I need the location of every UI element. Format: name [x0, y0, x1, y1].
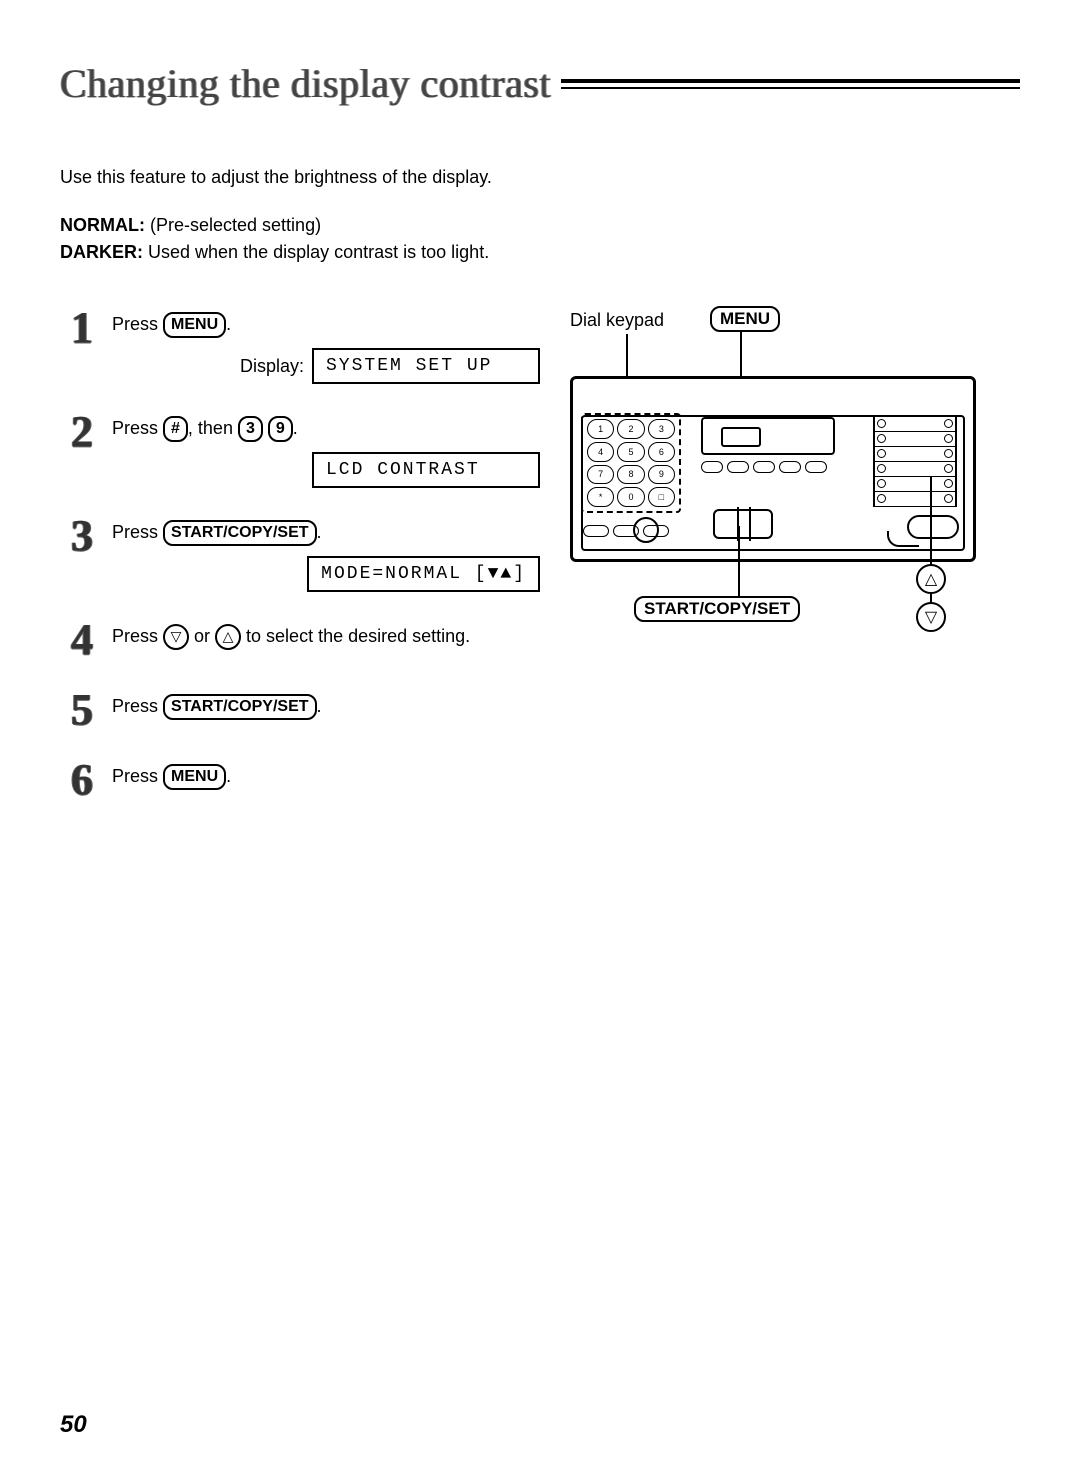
step-text: Press — [112, 314, 163, 334]
menu-key: MENU — [163, 764, 226, 790]
step-1: 1 Press MENU. Display: SYSTEM SET UP — [60, 306, 540, 384]
menu-key: MENU — [163, 312, 226, 338]
step-text: to select the desired setting. — [241, 626, 470, 646]
small-button — [583, 525, 609, 537]
keypad-key: □ — [648, 487, 675, 507]
step-2: 2 Press #, then 3 9. LCD CONTRAST — [60, 410, 540, 488]
key-3: 3 — [238, 416, 263, 442]
keypad-key: 6 — [648, 442, 675, 462]
title-text: Changing the display contrast — [60, 60, 551, 107]
page-number: 50 — [60, 1411, 87, 1439]
normal-label: NORMAL: — [60, 215, 145, 235]
settings-block: NORMAL: (Pre-selected setting) DARKER: U… — [60, 212, 1020, 266]
small-button — [753, 461, 775, 473]
keypad-key: 7 — [587, 465, 614, 485]
step-text: . — [317, 522, 322, 542]
leader-line — [626, 334, 628, 376]
keypad-key: * — [587, 487, 614, 507]
start-copy-set-key: START/COPY/SET — [163, 694, 317, 720]
step-text: Press — [112, 626, 163, 646]
up-arrow-callout: △ — [916, 564, 946, 594]
step-text: Press — [112, 418, 163, 438]
normal-text: (Pre-selected setting) — [150, 215, 321, 235]
lcd-readout: MODE=NORMAL [▼▲] — [307, 556, 540, 592]
display-label: Display: — [240, 356, 304, 377]
start-button-illustration — [713, 509, 773, 539]
leader-line — [738, 526, 740, 602]
keypad-key: 5 — [617, 442, 644, 462]
step-number: 3 — [60, 514, 104, 558]
fax-machine-illustration: 1 2 3 4 5 6 7 8 9 * 0 □ — [570, 376, 976, 562]
keypad-key: 9 — [648, 465, 675, 485]
keypad-key: 3 — [648, 419, 675, 439]
lcd-readout: SYSTEM SET UP — [312, 348, 540, 384]
device-diagram: Dial keypad MENU 1 2 3 4 5 6 7 8 9 — [560, 306, 1020, 646]
intro-text: Use this feature to adjust the brightnes… — [60, 167, 1020, 188]
keypad-key: 1 — [587, 419, 614, 439]
start-copy-set-key: START/COPY/SET — [163, 520, 317, 546]
start-copy-set-callout: START/COPY/SET — [634, 596, 800, 622]
menu-key-callout: MENU — [710, 306, 780, 332]
step-text: or — [189, 626, 215, 646]
handset-cord — [887, 531, 919, 547]
one-touch-panel — [873, 417, 957, 507]
step-text: . — [226, 766, 231, 786]
step-text: Press — [112, 766, 163, 786]
step-3: 3 Press START/COPY/SET. MODE=NORMAL [▼▲] — [60, 514, 540, 592]
up-arrow-icon: △ — [215, 624, 241, 650]
title-rule — [561, 79, 1020, 89]
darker-label: DARKER: — [60, 242, 143, 262]
step-number: 4 — [60, 618, 104, 662]
hash-key: # — [163, 416, 188, 442]
keypad-key: 0 — [617, 487, 644, 507]
dial-keypad-label: Dial keypad — [570, 310, 664, 331]
keypad-key: 8 — [617, 465, 644, 485]
step-number: 5 — [60, 688, 104, 732]
lcd-readout: LCD CONTRAST — [312, 452, 540, 488]
keypad-illustration: 1 2 3 4 5 6 7 8 9 * 0 □ — [581, 413, 681, 513]
step-text: Press — [112, 522, 163, 542]
page-title: Changing the display contrast — [60, 60, 1020, 107]
step-text: , then — [188, 418, 238, 438]
stop-button-illustration — [633, 517, 659, 543]
down-arrow-callout: ▽ — [916, 602, 946, 632]
key-9: 9 — [268, 416, 293, 442]
step-text: Press — [112, 696, 163, 716]
small-button — [805, 461, 827, 473]
step-number: 6 — [60, 758, 104, 802]
lcd-panel-illustration — [701, 417, 835, 455]
step-text: . — [226, 314, 231, 334]
step-6: 6 Press MENU. — [60, 758, 540, 802]
leader-line — [930, 476, 932, 616]
step-4: 4 Press ▽ or △ to select the desired set… — [60, 618, 540, 662]
step-text: . — [293, 418, 298, 438]
step-text: . — [317, 696, 322, 716]
keypad-key: 2 — [617, 419, 644, 439]
darker-text: Used when the display contrast is too li… — [148, 242, 489, 262]
step-5: 5 Press START/COPY/SET. — [60, 688, 540, 732]
step-number: 1 — [60, 306, 104, 350]
step-number: 2 — [60, 410, 104, 454]
small-button — [701, 461, 723, 473]
small-button — [779, 461, 801, 473]
down-arrow-icon: ▽ — [163, 624, 189, 650]
small-button — [727, 461, 749, 473]
steps-list: 1 Press MENU. Display: SYSTEM SET UP 2 P… — [60, 306, 540, 828]
keypad-key: 4 — [587, 442, 614, 462]
